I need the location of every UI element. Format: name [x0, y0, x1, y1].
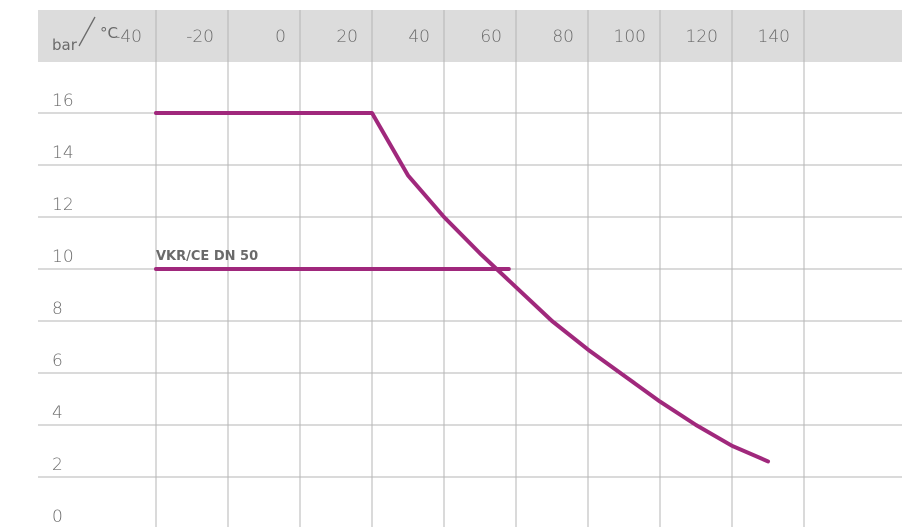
axis-unit-corner: bar °C [52, 16, 118, 54]
y-unit-label: bar [52, 36, 78, 54]
x-tick-label: 100 [614, 27, 646, 47]
y-tick-label: 12 [52, 195, 74, 215]
x-tick-label: -40 [114, 27, 142, 47]
x-axis-header-band [38, 10, 902, 62]
x-tick-label: 140 [758, 27, 790, 47]
x-tick-label: 0 [275, 27, 286, 47]
unit-divider-slash [78, 16, 96, 47]
series-labels: VKR/CE DN 50 [156, 249, 258, 264]
x-tick-label: 120 [686, 27, 718, 47]
y-tick-label: 0 [52, 507, 63, 527]
x-tick-labels: -40 -20 0 20 40 60 80 100 120 140 [114, 27, 790, 47]
y-tick-label: 14 [52, 143, 74, 163]
x-tick-label: 40 [408, 27, 430, 47]
y-tick-label: 16 [52, 91, 74, 111]
y-tick-labels: 0 2 4 6 8 10 12 14 16 [52, 91, 74, 527]
x-tick-label: 60 [480, 27, 502, 47]
y-tick-label: 2 [52, 455, 63, 475]
series-label: VKR/CE DN 50 [156, 249, 258, 264]
x-tick-label: 80 [552, 27, 574, 47]
y-tick-label: 10 [52, 247, 74, 267]
y-tick-label: 8 [52, 299, 63, 319]
y-tick-label: 4 [52, 403, 63, 423]
y-tick-label: 6 [52, 351, 63, 371]
x-tick-label: -20 [186, 27, 214, 47]
x-tick-label: 20 [336, 27, 358, 47]
data-series [154, 111, 770, 464]
x-unit-label: °C [100, 24, 118, 42]
series-line-main [154, 111, 770, 464]
